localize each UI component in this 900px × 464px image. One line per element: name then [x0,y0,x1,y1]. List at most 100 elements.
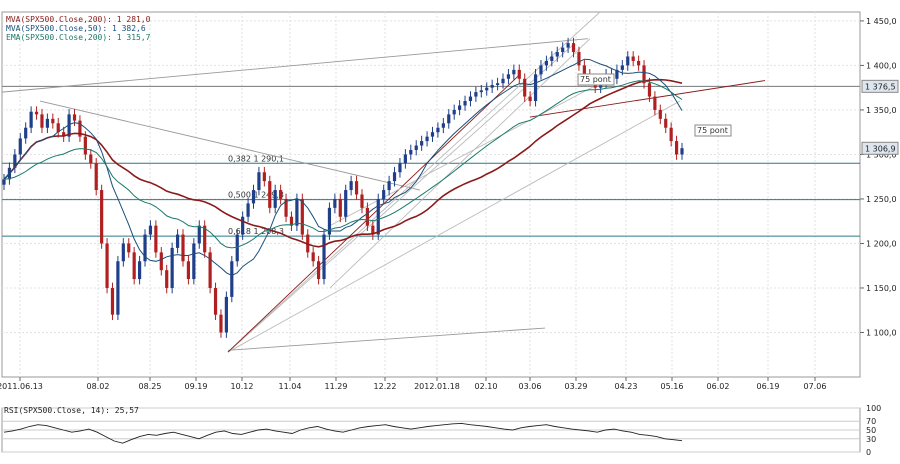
rsi-legend: RSI(SPX500.Close, 14): 25,57 [4,406,139,415]
candle-body [409,149,413,155]
candle-body [29,111,33,128]
candle-body [495,83,500,85]
x-tick-label: 11.04 [279,382,302,391]
value-tag [861,79,899,93]
fib-level-label: 0,618 1 208,3 [228,227,284,236]
fib-level-label: 0,382 1 290,1 [228,154,284,163]
candle-body [192,243,196,280]
x-tick-label: 10.12 [231,382,254,391]
candle-body [392,172,397,182]
candle-body [94,163,98,191]
candle-body [349,181,353,191]
candle-body [485,87,489,91]
x-tick-label: 12.22 [374,382,397,391]
y-tick-label: 1 200,0 [866,239,897,248]
candle-body [523,78,527,97]
candle-body [40,114,44,128]
candle-body [674,141,679,155]
x-tick-label: 03.29 [565,382,588,391]
rsi-y-tick-label: 0 [866,448,871,457]
y-tick-label: 1 400,0 [866,61,897,70]
annotation-label: 75 pont [697,126,728,135]
candle-body [186,261,191,280]
candle-body [34,111,39,115]
candle-body [24,127,28,139]
x-tick-label: 09.19 [185,382,208,391]
candle-body [295,198,299,226]
candle-body [533,74,538,102]
candle-body [262,172,266,182]
candle-body [637,60,641,66]
y-tick-label: 1 300,0 [866,150,897,159]
candle-body [154,225,158,253]
candle-body [300,198,304,235]
candle-body [67,114,71,137]
candle-body [316,261,321,280]
x-tick-label: 06.19 [757,382,780,391]
candle-body [544,60,548,66]
trend-line [329,82,601,227]
candle-body [501,78,505,84]
annotation-box [694,124,732,137]
candle-body [268,181,272,208]
annotation-label: 75 pont [580,75,611,84]
x-tick-label: 11.29 [325,382,348,391]
candle-body [121,243,125,262]
candle-body [333,198,337,208]
candle-body [479,90,483,93]
candle-body [344,190,348,217]
candle-body [257,172,261,191]
trend-line [1,38,589,93]
main-plot-frame [1,11,861,378]
candle-body [582,65,586,75]
candle-body [289,216,294,226]
candle-body [327,207,332,235]
candle-body [83,136,87,155]
candle-body [463,101,467,106]
candle-body [387,181,391,191]
rsi-y-tick-label: 100 [866,404,881,413]
candle-body [89,154,93,164]
candle-body [51,118,55,124]
candle-body [382,190,386,199]
candle-body [116,261,120,315]
annotation-box [577,73,615,86]
candle-body [680,148,684,155]
trend-line [227,42,576,353]
legend-entry: MVA(SPX500.Close,200): 1 281,0 [6,15,151,24]
y-tick-label: 1 450,0 [866,17,897,26]
candle-body [447,114,451,124]
trend-line [227,327,546,351]
x-tick-label: 07.06 [804,382,827,391]
candle-body [631,56,635,61]
x-tick-label: 05.16 [661,382,684,391]
ema200-line [3,80,683,249]
candle-body [430,132,435,137]
candle-body [127,243,131,253]
mva200-line [3,78,683,248]
candle-body [354,181,359,195]
candle-body [436,127,440,133]
candle-body [506,74,511,79]
candle-body [555,52,559,57]
candle-body [539,65,543,75]
candle-body [642,65,646,84]
candle-body [452,109,456,115]
value-tag-label: 1 376,5 [865,82,896,91]
candle-body [62,132,66,137]
candle-body [143,234,147,262]
candle-body [181,234,185,262]
candle-body [2,179,6,185]
candle-body [474,92,478,97]
rsi-y-tick-label: 50 [866,426,876,435]
trend-line [227,11,601,353]
candle-body [490,85,494,88]
candle-body [105,243,109,288]
y-tick-label: 1 150,0 [866,284,897,293]
candle-body [148,225,153,235]
candle-body [517,69,521,79]
x-tick-label: 08.25 [139,382,162,391]
x-tick-label: 2011.06.13 [0,382,43,391]
x-tick-label: 2012.01.18 [414,382,460,391]
